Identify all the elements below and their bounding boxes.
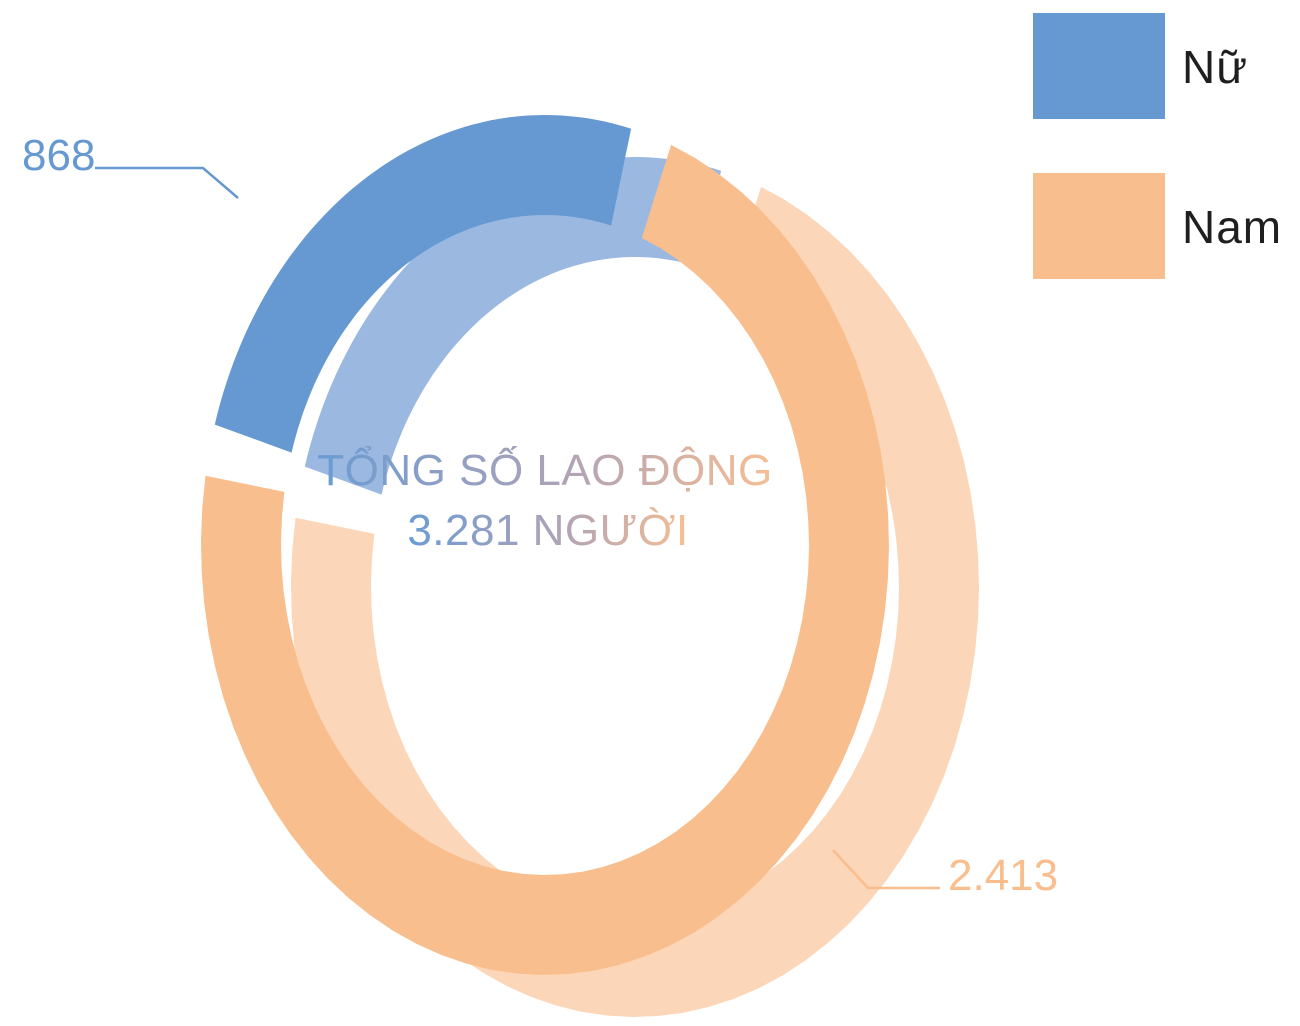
leader-line-nu — [95, 166, 239, 199]
value-label-nu: 868 — [22, 131, 95, 180]
center-total: 3.281 NGƯỜI — [407, 506, 688, 555]
slice-nu — [214, 115, 632, 453]
legend-label-nam: Nam — [1182, 201, 1283, 253]
slice-side-nu — [304, 157, 722, 495]
legend-swatch-nam — [1033, 173, 1165, 279]
legend-swatch-nu — [1033, 13, 1165, 119]
value-label-nam: 2.413 — [948, 851, 1058, 900]
center-title: TỔNG SỐ LAO ĐỘNG — [317, 444, 772, 495]
legend-label-nu: Nữ — [1182, 41, 1249, 93]
leader-line-nam — [832, 849, 940, 890]
